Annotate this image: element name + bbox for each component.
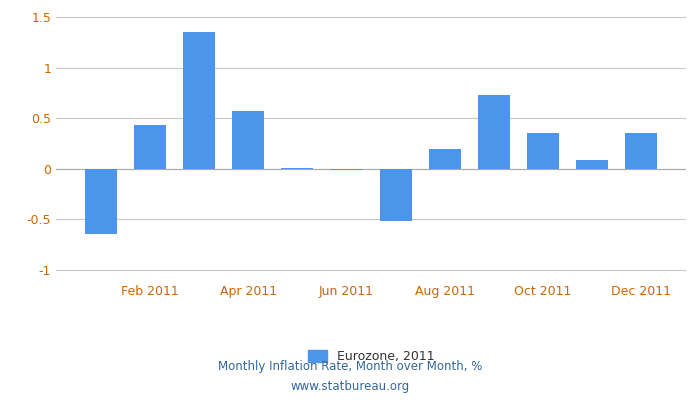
Text: Monthly Inflation Rate, Month over Month, %: Monthly Inflation Rate, Month over Month… (218, 360, 482, 373)
Bar (330, 169, 363, 170)
Bar (85, 169, 117, 234)
Bar (429, 148, 461, 169)
Legend: Eurozone, 2011: Eurozone, 2011 (303, 345, 439, 368)
Bar (379, 169, 412, 221)
Text: www.statbureau.org: www.statbureau.org (290, 380, 410, 393)
Bar (232, 111, 264, 169)
Bar (527, 133, 559, 169)
Bar (281, 168, 313, 169)
Bar (625, 133, 657, 169)
Bar (183, 32, 215, 169)
Bar (134, 125, 166, 169)
Bar (478, 95, 510, 169)
Bar (576, 160, 608, 169)
